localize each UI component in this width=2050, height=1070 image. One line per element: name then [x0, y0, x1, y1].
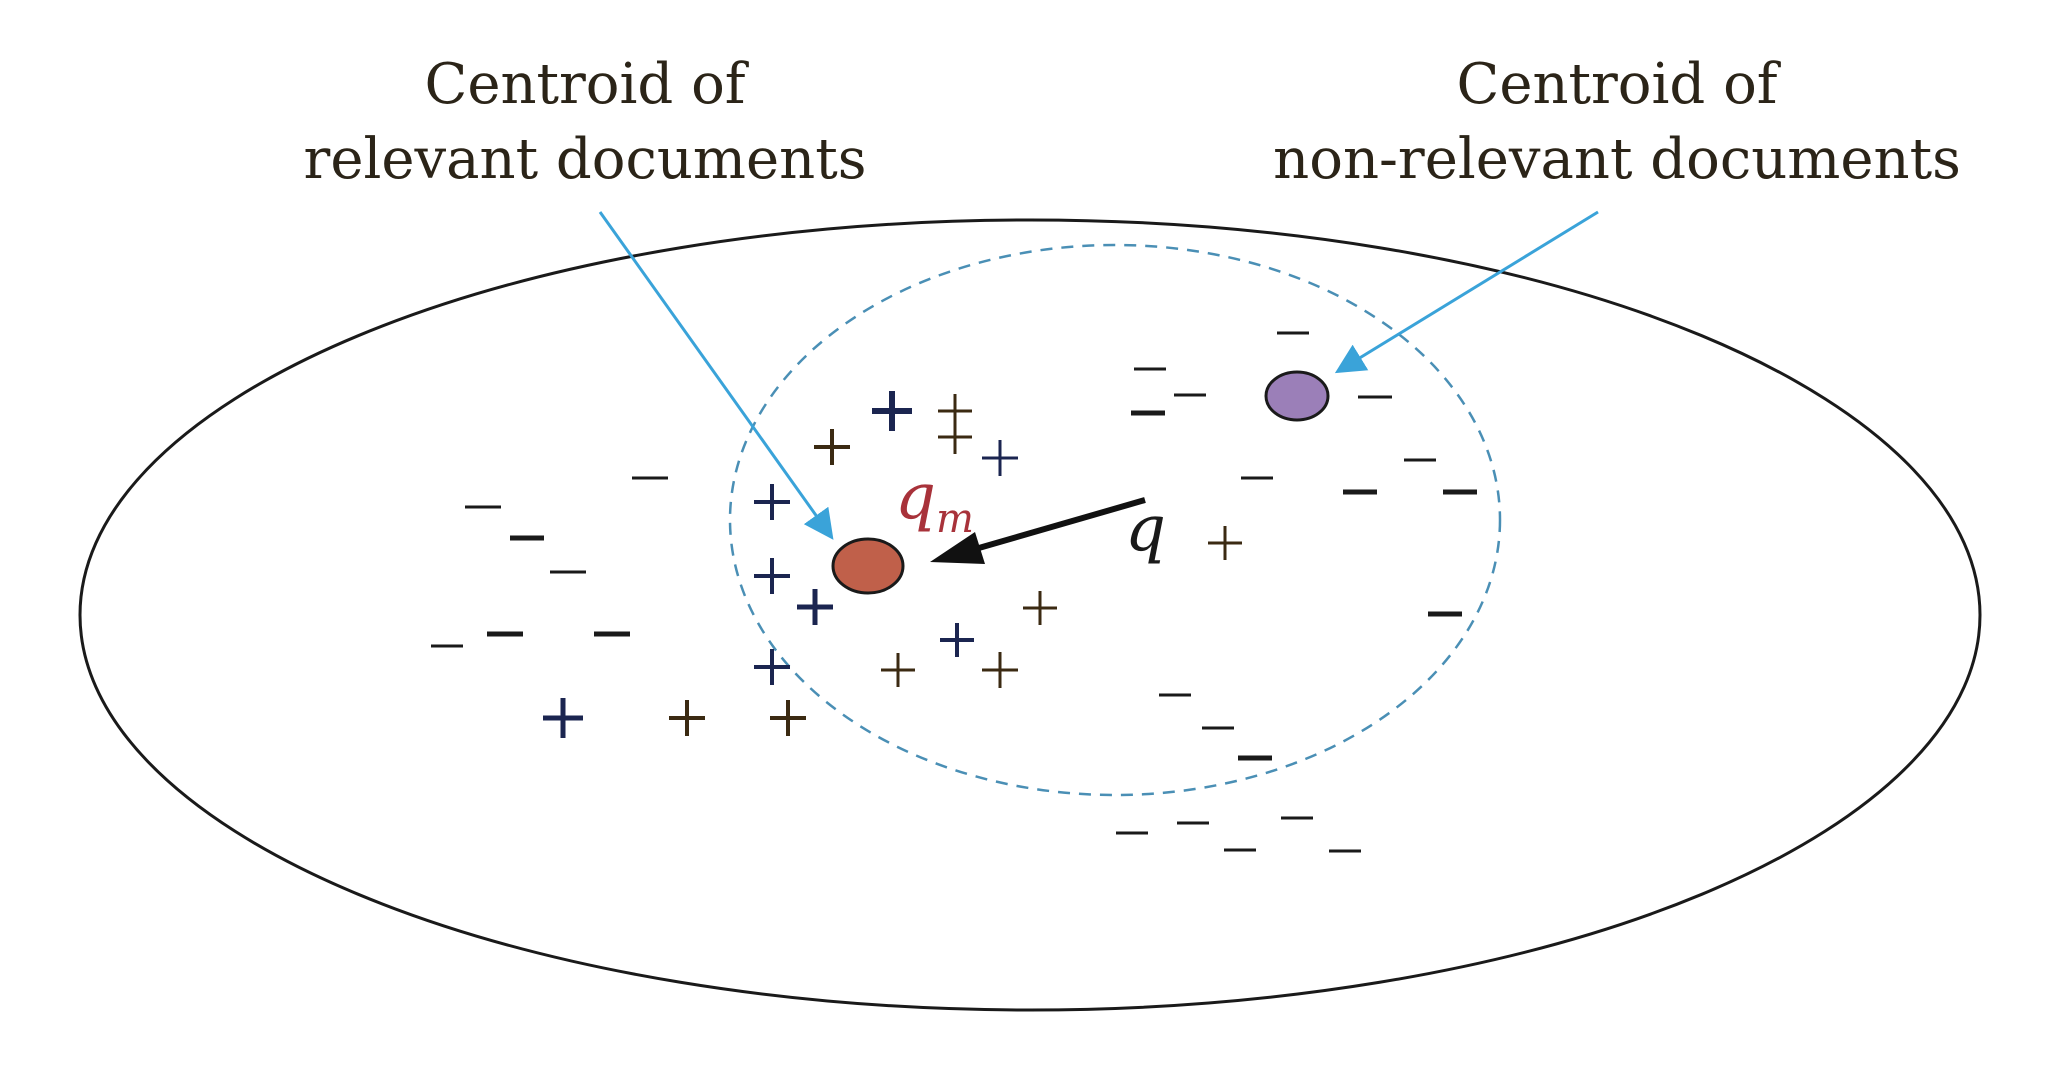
relevant-doc-plus-icon — [814, 429, 850, 465]
document-marks — [431, 331, 1477, 853]
relevant-centroid-dot — [831, 537, 905, 595]
relevant-centroid-label-line2: relevant documents — [304, 127, 867, 192]
relevant-centroid-label-line1: Centroid of — [424, 52, 749, 117]
relevant-doc-plus-icon — [754, 649, 790, 685]
relevant-doc-plus-icon — [543, 698, 583, 738]
relevant-doc-plus-icon — [938, 420, 972, 454]
relevant-doc-plus-icon — [1208, 526, 1242, 560]
relevant-doc-plus-icon — [982, 652, 1018, 688]
relevant-doc-plus-icon — [872, 391, 912, 431]
relevant-doc-plus-icon — [754, 484, 790, 520]
relevant-doc-plus-icon — [770, 700, 806, 736]
document-space-ellipse — [78, 218, 1982, 1012]
modified-query-label: qm — [895, 460, 974, 542]
relevant-doc-plus-icon — [797, 589, 833, 625]
relevant-doc-plus-icon — [982, 440, 1018, 476]
nonrelevant-centroid-pointer-arrow — [1334, 210, 1599, 374]
relevant-doc-plus-icon — [754, 558, 790, 594]
relevant-doc-plus-icon — [1023, 591, 1057, 625]
dashed-neighborhood-circle — [728, 243, 1502, 797]
relevant-doc-plus-icon — [669, 700, 705, 736]
modified-query-subscript: m — [936, 496, 974, 542]
relevant-doc-plus-icon — [881, 653, 915, 687]
relevant-centroid-pointer-arrow — [598, 211, 834, 540]
query-label: q — [1125, 492, 1166, 566]
query-shift-arrow-shaft — [964, 497, 1146, 555]
nonrelevant-centroid-label-line2: non-relevant documents — [1273, 127, 1961, 192]
nonrelevant-centroid-label-line1: Centroid of — [1456, 52, 1781, 117]
relevant-doc-plus-icon — [940, 623, 974, 657]
query-shift-arrowhead — [930, 532, 985, 564]
nonrelevant-centroid-dot — [1264, 370, 1330, 422]
